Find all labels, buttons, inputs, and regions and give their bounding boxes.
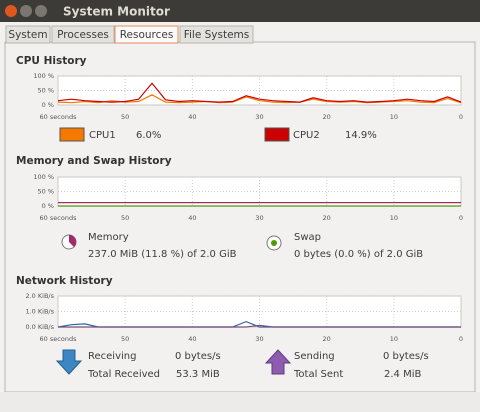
tab-label[interactable]: System	[8, 29, 47, 41]
x-tick-label: 40	[188, 214, 196, 222]
y-tick-label: 0.0 KiB/s	[25, 323, 54, 331]
x-tick-label: 50	[121, 335, 129, 343]
legend-label: Memory	[88, 232, 129, 243]
legend-detail: 237.0 MiB (11.8 %) of 2.0 GiB	[88, 249, 237, 260]
y-tick-label: 100 %	[33, 173, 54, 181]
legend-label: CPU2	[293, 130, 320, 141]
total-label: Total Received	[87, 369, 160, 380]
minimize-button[interactable]	[20, 5, 32, 17]
x-tick-label: 60 seconds	[40, 214, 78, 222]
status-area	[0, 392, 480, 412]
x-tick-label: 60 seconds	[40, 113, 78, 121]
x-tick-label: 20	[323, 214, 331, 222]
x-tick-label: 20	[323, 335, 331, 343]
swap-icon-dot	[271, 240, 277, 246]
y-tick-label: 1.0 KiB/s	[25, 308, 54, 316]
legend-swatch	[264, 127, 290, 142]
tab-label[interactable]: Resources	[120, 29, 174, 41]
rate-value: 0 bytes/s	[175, 351, 221, 362]
x-tick-label: 40	[188, 335, 196, 343]
tab[interactable]	[179, 25, 254, 44]
y-tick-label: 0 %	[42, 101, 54, 109]
receiving-icon	[55, 349, 83, 375]
x-tick-label: 0	[459, 335, 463, 343]
tab[interactable]	[51, 25, 115, 44]
legend-swatch	[59, 127, 85, 142]
memory-icon-slice	[69, 234, 77, 247]
y-tick-label: 50 %	[37, 188, 54, 196]
sending-icon	[264, 349, 292, 375]
y-tick-label: 50 %	[37, 87, 54, 95]
window-title: System Monitor	[63, 5, 170, 19]
section-title: Memory and Swap History	[16, 155, 172, 167]
x-tick-label: 0	[459, 113, 463, 121]
tab-label[interactable]: Processes	[57, 29, 109, 41]
y-tick-label: 0 %	[42, 202, 54, 210]
tab[interactable]	[5, 25, 51, 44]
x-tick-label: 50	[121, 113, 129, 121]
total-value: 2.4 MiB	[384, 369, 421, 380]
total-value: 53.3 MiB	[176, 369, 220, 380]
x-tick-label: 30	[255, 113, 263, 121]
tab-label[interactable]: File Systems	[184, 29, 250, 41]
total-label: Total Sent	[293, 369, 343, 380]
close-button[interactable]	[5, 5, 17, 17]
series-line	[57, 82, 462, 103]
legend-detail: 0 bytes (0.0 %) of 2.0 GiB	[294, 249, 423, 260]
x-tick-label: 30	[255, 214, 263, 222]
x-tick-label: 10	[390, 214, 398, 222]
series-line	[58, 324, 461, 328]
tab[interactable]	[114, 25, 179, 44]
x-tick-label: 0	[459, 214, 463, 222]
tab-bar: System Processes Resources File Systems	[5, 25, 254, 44]
x-tick-label: 40	[188, 113, 196, 121]
legend-label: Sending	[294, 351, 335, 362]
rate-value: 0 bytes/s	[383, 351, 429, 362]
legend-value: 6.0%	[136, 130, 161, 141]
legend-label: Receiving	[88, 351, 136, 362]
y-tick-label: 100 %	[33, 72, 54, 80]
x-tick-label: 30	[255, 335, 263, 343]
x-tick-label: 60 seconds	[40, 335, 78, 343]
x-tick-label: 50	[121, 214, 129, 222]
title-bar	[0, 0, 480, 22]
legend-label: CPU1	[89, 130, 116, 141]
section-title: CPU History	[16, 55, 87, 67]
legend-label: Swap	[294, 232, 321, 243]
y-tick-label: 2.0 KiB/s	[25, 292, 54, 300]
x-tick-label: 20	[323, 113, 331, 121]
legend-value: 14.9%	[345, 130, 377, 141]
maximize-button[interactable]	[35, 5, 47, 17]
x-tick-label: 10	[390, 113, 398, 121]
section-title: Network History	[16, 275, 113, 287]
x-tick-label: 10	[390, 335, 398, 343]
